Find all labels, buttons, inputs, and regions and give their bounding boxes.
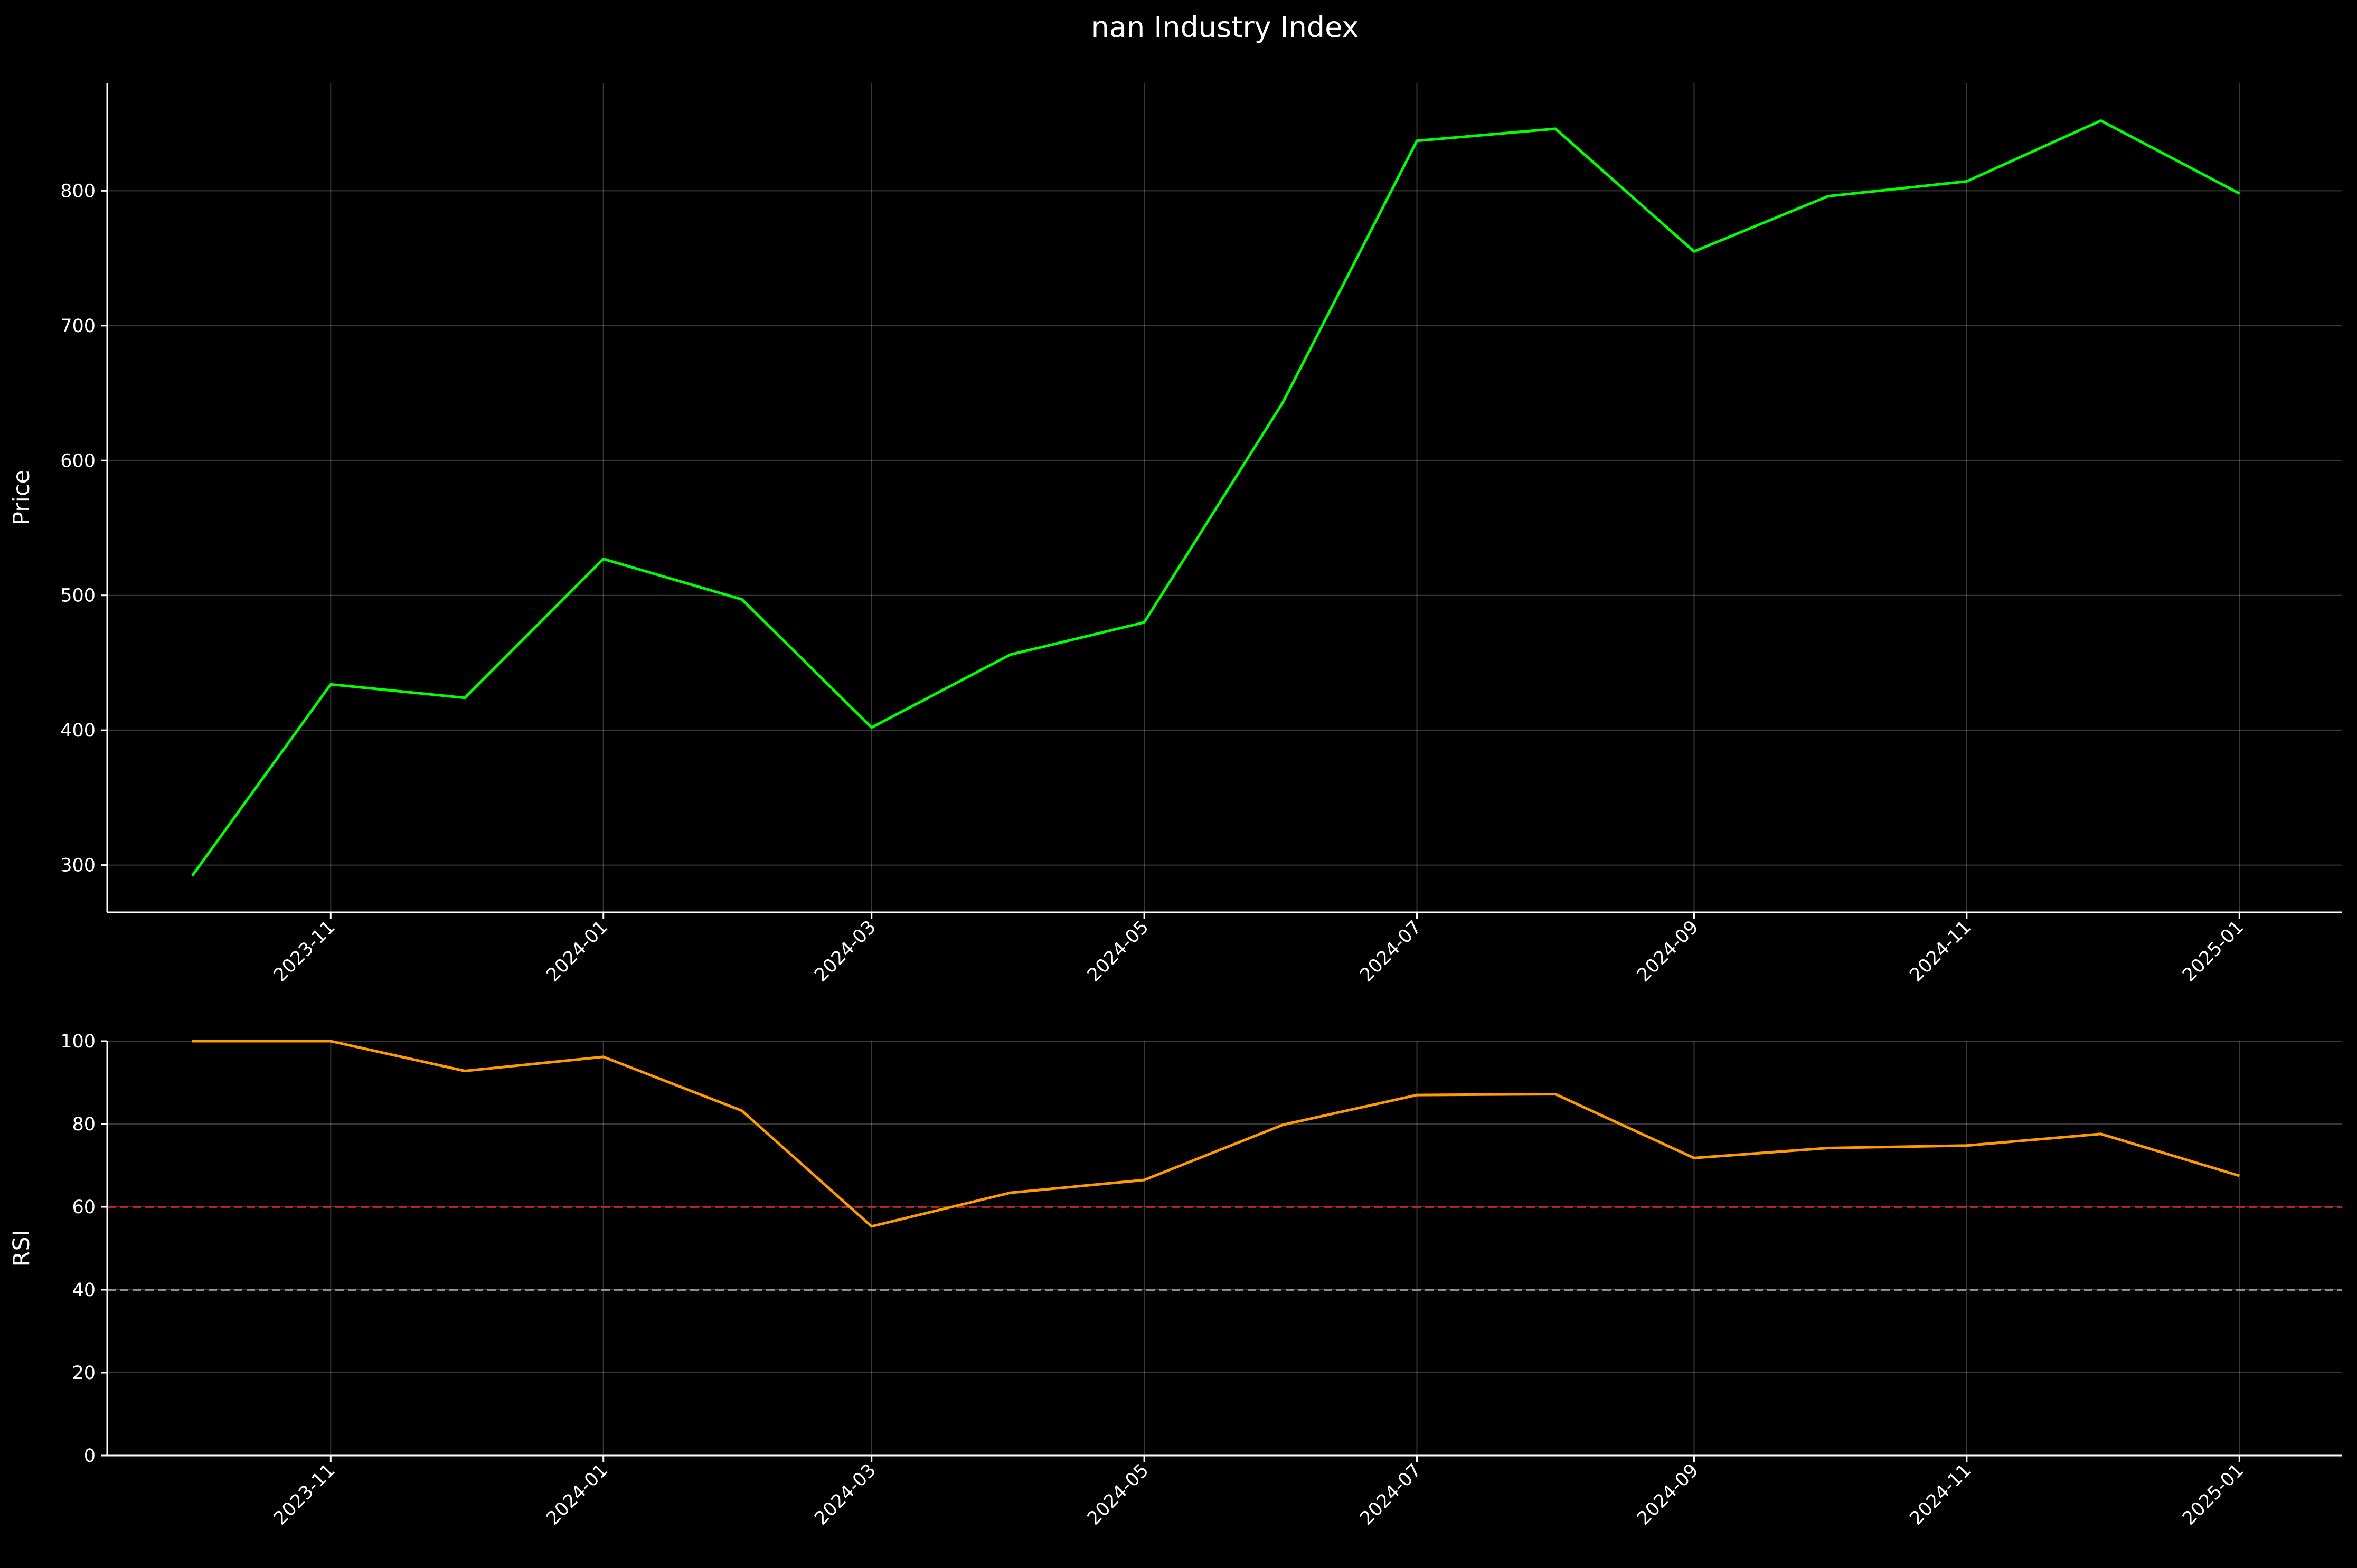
rsi-reference-lines	[107, 1206, 2342, 1291]
price-grid	[107, 83, 2342, 912]
price-series-line	[191, 119, 2240, 877]
rsi-y-ticks: 0 20 40 60 80 100	[60, 1031, 107, 1467]
rsi-axes	[106, 1041, 2342, 1457]
rsi-data-point	[1144, 1179, 1145, 1180]
price-axes	[106, 83, 2342, 913]
price-y-tick-label: 600	[60, 450, 96, 471]
price-y-ticks: 300 400 500 600 700 800	[60, 181, 107, 876]
price-y-tick-label: 700	[60, 316, 96, 337]
rsi-series-line	[192, 1040, 2240, 1228]
rsi-data-point	[1966, 1145, 1967, 1146]
price-data-point	[2100, 120, 2101, 121]
price-y-tick-label: 300	[60, 855, 96, 876]
price-data-point	[2239, 193, 2240, 194]
rsi-series	[192, 1040, 2240, 1228]
price-y-tick-label: 800	[60, 181, 96, 202]
rsi-y-tick-label: 0	[84, 1446, 96, 1467]
rsi-y-tick-label: 60	[72, 1197, 96, 1218]
price-series	[191, 119, 2240, 877]
price-y-tick-label: 500	[60, 585, 96, 607]
price-y-tick-label: 400	[60, 720, 96, 741]
rsi-y-tick-label: 100	[60, 1031, 96, 1052]
rsi-y-tick-label: 40	[72, 1280, 96, 1301]
rsi-y-tick-label: 80	[72, 1114, 96, 1135]
chart-title: nan Industry Index	[1091, 11, 1359, 44]
price-y-axis-label: Price	[8, 470, 35, 525]
rsi-data-point	[603, 1056, 604, 1057]
price-data-point	[1966, 181, 1967, 182]
rsi-y-axis-label: RSI	[8, 1230, 35, 1267]
rsi-y-tick-label: 20	[72, 1363, 96, 1384]
